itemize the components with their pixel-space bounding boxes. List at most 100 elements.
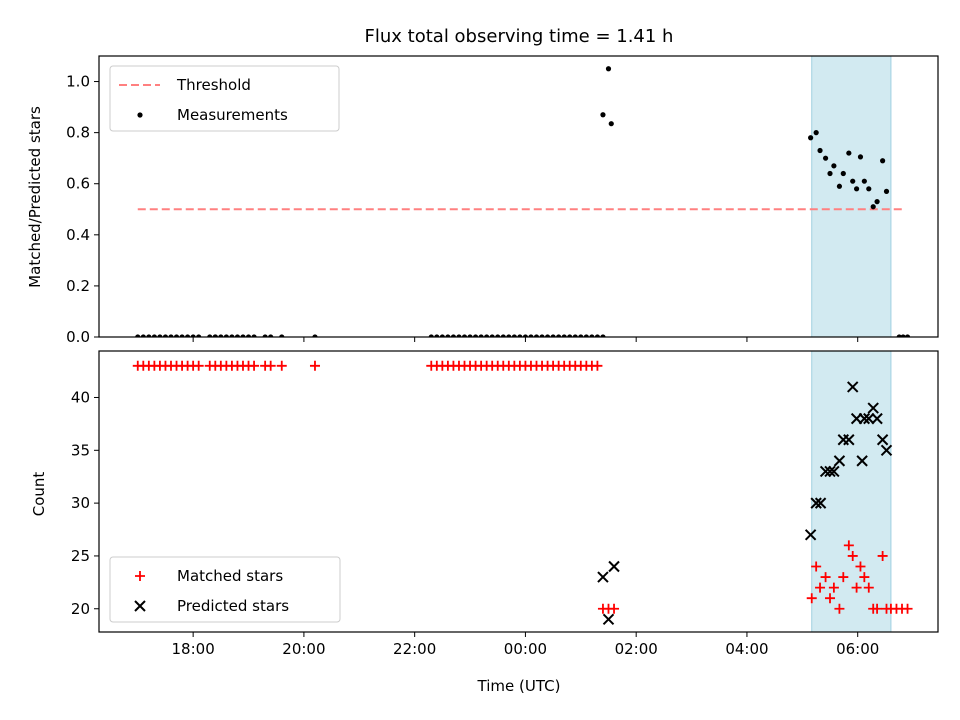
measurement-point (608, 121, 614, 127)
legend-label: Threshold (176, 76, 251, 94)
measurement-point (880, 158, 886, 164)
y-tick-label: 0.4 (66, 226, 90, 244)
measurement-point (556, 334, 562, 337)
measurement-point (434, 334, 440, 337)
measurement-point (600, 334, 606, 337)
measurement-point (279, 334, 285, 337)
matched-star-marker (815, 582, 826, 593)
measurement-point (857, 154, 864, 160)
predicted-star-marker (833, 455, 846, 467)
legend-box (109, 65, 340, 132)
legend-measurement-swatch (137, 112, 143, 118)
measurement-point (900, 334, 906, 337)
measurement-point (866, 186, 872, 192)
legend-box (109, 556, 341, 623)
matched-star-marker (825, 593, 836, 604)
predicted-star-marker (804, 529, 817, 541)
chart-title: Flux total observing time = 1.41 h (365, 26, 674, 47)
predicted-star-marker (810, 497, 822, 509)
measurement-point (495, 334, 501, 337)
legend-matched-swatch (135, 571, 145, 581)
legend-predicted-swatch (134, 600, 146, 612)
axes-frame (98, 350, 939, 633)
x-tick-label: 02:00 (615, 640, 658, 658)
matched-star-marker (811, 561, 822, 572)
y-tick-label: 20 (71, 600, 90, 618)
predicted-star-marker (847, 381, 859, 393)
measurement-point (428, 334, 434, 337)
measurement-point (450, 334, 457, 337)
measurement-point (522, 334, 529, 337)
x-tick-label: 20:00 (282, 640, 325, 658)
top-panel: 0.0 0.2 0.4 0.6 0.8 1.0 Threshold Measurements (66, 55, 939, 346)
measurement-point (312, 334, 318, 337)
matched-star-marker (193, 360, 204, 371)
matched-star-marker (859, 572, 870, 583)
measurement-point (229, 334, 235, 337)
measurement-point (190, 334, 196, 337)
x-tick-label: 06:00 (836, 640, 879, 658)
measurement-point (550, 334, 556, 337)
y-tick-label: 0.6 (66, 175, 90, 193)
bottom-panel: 20 25 30 35 40 18:00 20:00 22:00 00:00 02:00 04:00… (71, 350, 939, 658)
matched-star-marker (843, 540, 854, 551)
measurement-point (223, 334, 229, 337)
y-tick-label: 0.0 (66, 328, 90, 346)
measurement-point (484, 334, 490, 337)
measurement-point (173, 334, 180, 337)
measurement-point (500, 334, 506, 337)
measurement-point (245, 334, 252, 337)
measurement-point (234, 334, 241, 337)
shaded-region (811, 351, 892, 632)
plot-area (132, 351, 913, 632)
measurement-point (583, 334, 589, 337)
measurement-point (827, 170, 833, 177)
measurement-point (850, 178, 856, 184)
measurement-point (589, 334, 595, 337)
matched-star-marker (847, 550, 858, 561)
measurement-point (517, 334, 523, 337)
predicted-star-marker (814, 497, 827, 509)
measurement-point (853, 186, 860, 192)
predicted-star-marker (824, 465, 836, 478)
legend-label: Measurements (177, 106, 288, 124)
measurement-point (544, 334, 551, 337)
matched-star-marker (838, 572, 849, 583)
measurement-point (836, 183, 843, 189)
measurement-point (846, 150, 852, 156)
measurement-point (600, 112, 606, 118)
matched-star-marker (877, 550, 888, 561)
y-tick-label: 40 (71, 388, 90, 406)
measurement-point (813, 130, 819, 136)
measurement-point (817, 147, 823, 154)
measurement-point (808, 135, 814, 141)
shaded-region (811, 56, 892, 337)
matched-star-marker (872, 603, 883, 614)
legend-label: Predicted stars (177, 597, 289, 615)
plot-area (135, 56, 911, 337)
y-tick-label: 30 (71, 494, 90, 512)
measurement-point (467, 334, 473, 337)
matched-star-marker (309, 360, 320, 371)
predicted-star-marker (858, 412, 871, 425)
measurement-point (511, 334, 517, 337)
measurement-point (904, 334, 911, 337)
x-tick-label: 18:00 (172, 640, 215, 658)
measurement-point (874, 199, 880, 205)
y-tick-label: 35 (71, 441, 90, 459)
matched-star-marker (265, 360, 276, 371)
measurement-point (478, 334, 484, 337)
matched-star-marker (902, 603, 913, 614)
matched-star-marker (820, 572, 831, 583)
matched-star-marker (806, 593, 817, 604)
measurement-point (196, 334, 202, 337)
matched-star-marker (834, 603, 845, 614)
measurement-point (861, 178, 867, 184)
measurement-point (207, 334, 213, 337)
measurement-point (212, 334, 218, 337)
measurement-point (561, 334, 567, 337)
predicted-star-marker (597, 571, 609, 583)
measurement-point (251, 334, 257, 337)
measurement-point (831, 163, 837, 169)
